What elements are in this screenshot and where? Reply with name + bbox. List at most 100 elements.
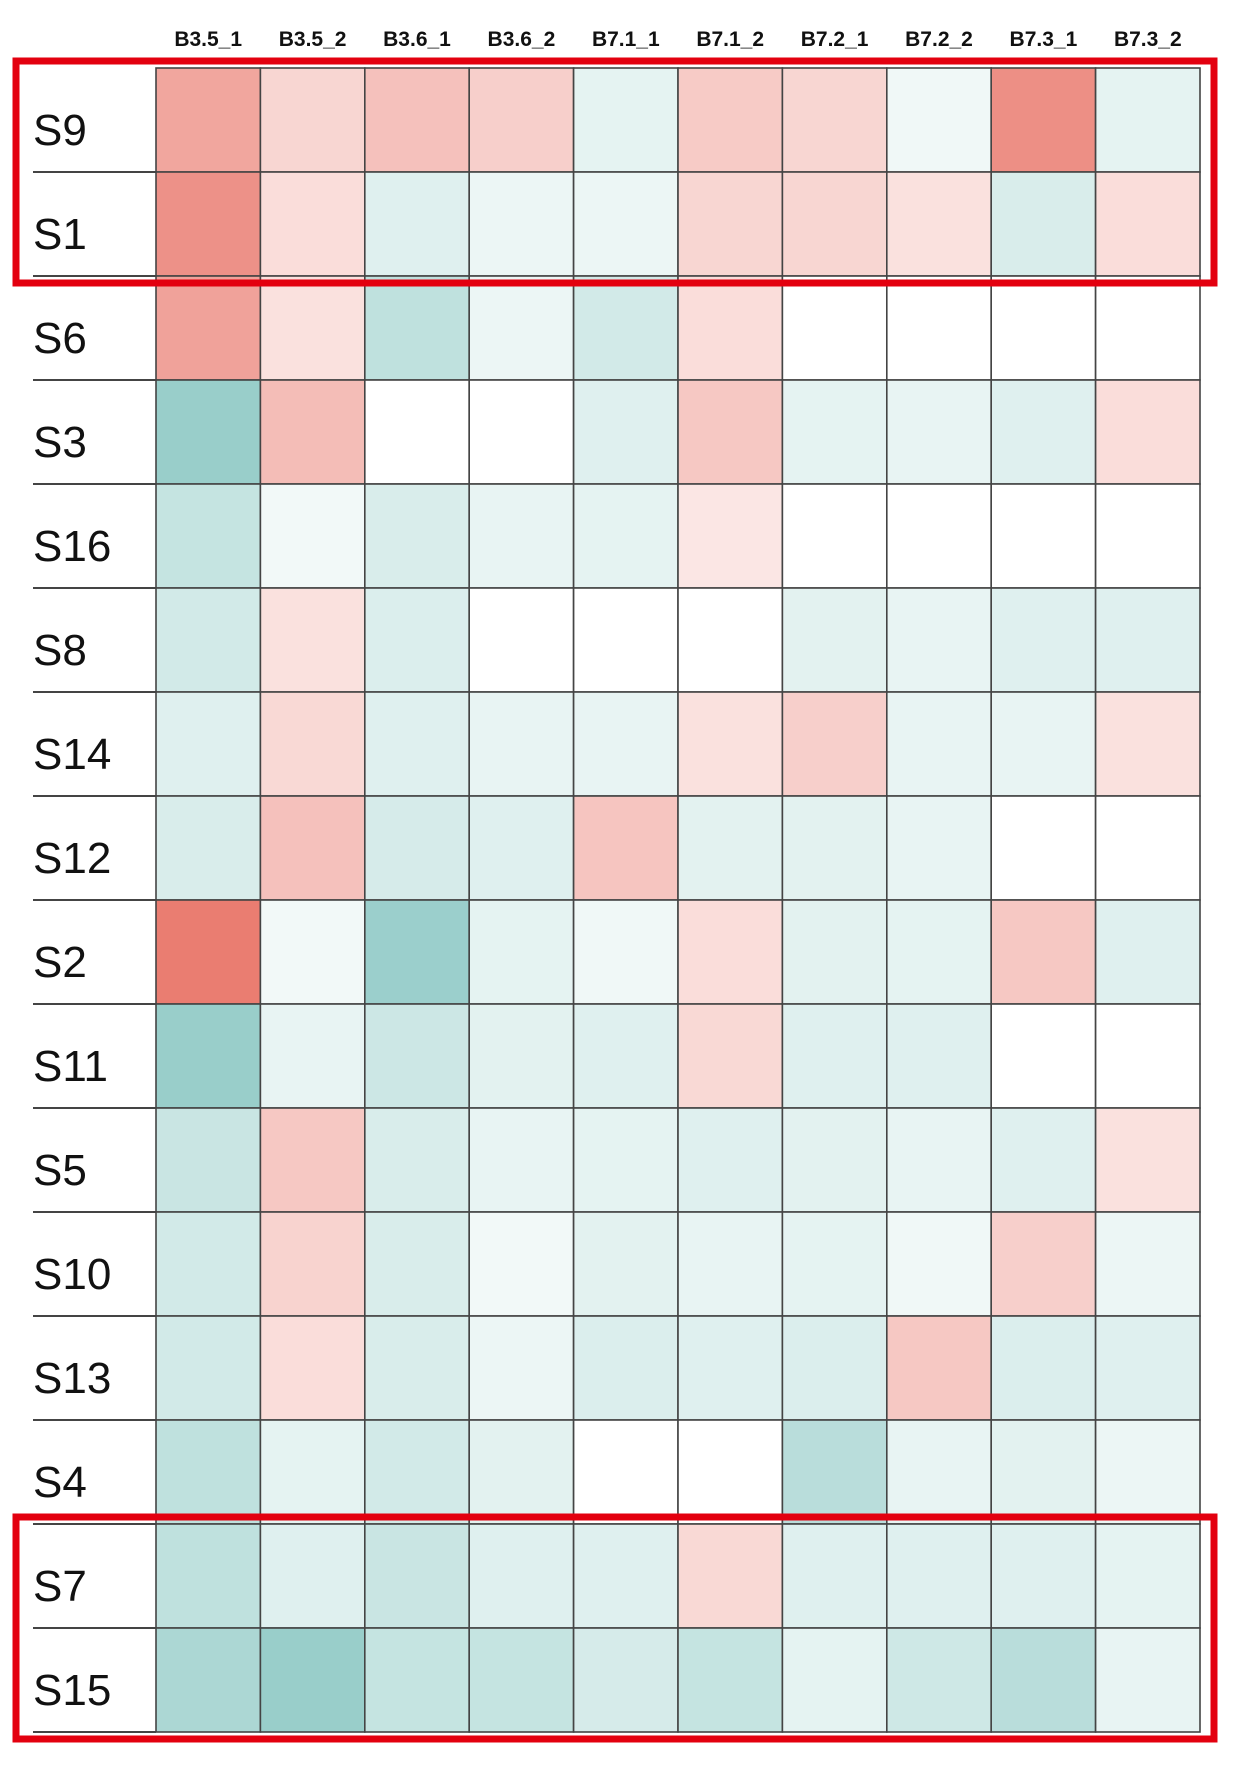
heatmap-cell [1094, 795, 1201, 901]
heatmap-cell [677, 1211, 784, 1317]
heatmap-cell [1094, 1419, 1201, 1525]
heatmap-cell [990, 899, 1097, 1005]
heatmap-cell [572, 1003, 679, 1109]
row-label: S9 [33, 106, 87, 155]
heatmap-cell [781, 795, 888, 901]
heatmap-cell [259, 795, 366, 901]
heatmap-cell [259, 67, 366, 173]
heatmap-cell [885, 1003, 992, 1109]
heatmap-cell [155, 587, 262, 693]
column-label: B3.5_2 [279, 28, 347, 51]
heatmap-cell [155, 1003, 262, 1109]
highlight-box [12, 1513, 1218, 1743]
heatmap-cell [885, 379, 992, 485]
heatmap-cell [468, 379, 575, 485]
heatmap-cell [781, 691, 888, 797]
heatmap-cell [155, 379, 262, 485]
heatmap-cell [468, 795, 575, 901]
heatmap-cell [1094, 171, 1201, 277]
heatmap-cell [990, 1627, 1097, 1733]
heatmap-cell [885, 691, 992, 797]
row-label: S7 [33, 1562, 87, 1611]
heatmap-cell [677, 275, 784, 381]
heatmap-cell [155, 275, 262, 381]
heatmap-cell [259, 1627, 366, 1733]
heatmap-cell [259, 691, 366, 797]
heatmap-cell [572, 691, 679, 797]
heatmap-cell [885, 1523, 992, 1629]
heatmap-cell [677, 67, 784, 173]
row-label: S12 [33, 834, 111, 883]
row-label: S6 [33, 314, 87, 363]
heatmap-cell [1094, 1627, 1201, 1733]
heatmap-cell [677, 899, 784, 1005]
heatmap-cell [781, 1003, 888, 1109]
heatmap-cell [155, 67, 262, 173]
heatmap-cell [468, 1419, 575, 1525]
heatmap-cell [677, 691, 784, 797]
heatmap-cell [990, 1211, 1097, 1317]
heatmap-cell [990, 587, 1097, 693]
heatmap-cell [885, 171, 992, 277]
heatmap-cell [781, 483, 888, 589]
heatmap-cell [259, 1003, 366, 1109]
column-label: B3.5_1 [174, 28, 242, 51]
heatmap-cell [781, 587, 888, 693]
heatmap-cell [781, 379, 888, 485]
heatmap-cell [468, 1107, 575, 1213]
heatmap-cell [572, 171, 679, 277]
heatmap-cell [677, 1419, 784, 1525]
heatmap-cell [155, 1107, 262, 1213]
heatmap-cell [572, 899, 679, 1005]
heatmap-cell [155, 795, 262, 901]
heatmap-cell [677, 1107, 784, 1213]
heatmap-cell [781, 1315, 888, 1421]
heatmap-cell [1094, 587, 1201, 693]
heatmap-cell [990, 171, 1097, 277]
heatmap-cell [363, 1003, 470, 1109]
heatmap-cell [155, 483, 262, 589]
heatmap-cell [572, 1627, 679, 1733]
heatmap-cell [677, 1627, 784, 1733]
heatmap-cell [572, 275, 679, 381]
row-label: S4 [33, 1458, 87, 1507]
heatmap-cell [259, 1315, 366, 1421]
heatmap-cell [572, 1419, 679, 1525]
heatmap-cell [1094, 1523, 1201, 1629]
heatmap-cell [781, 275, 888, 381]
heatmap-cell [885, 1315, 992, 1421]
column-label: B7.2_1 [801, 28, 869, 51]
heatmap-cell [468, 171, 575, 277]
heatmap-cell [1094, 691, 1201, 797]
heatmap-cell [259, 1419, 366, 1525]
row-label: S16 [33, 522, 111, 571]
heatmap-cell [781, 1107, 888, 1213]
heatmap-cell [677, 483, 784, 589]
heatmap-cell [885, 1419, 992, 1525]
heatmap-cell [572, 483, 679, 589]
heatmap-cell [1094, 899, 1201, 1005]
heatmap-cell [468, 1523, 575, 1629]
heatmap-cell [468, 275, 575, 381]
heatmap-cell [990, 275, 1097, 381]
column-label: B3.6_2 [488, 28, 556, 51]
column-label: B7.1_1 [592, 28, 660, 51]
heatmap-cell [677, 587, 784, 693]
heatmap-cell [990, 1003, 1097, 1109]
heatmap-cell [259, 171, 366, 277]
heatmap-cell [885, 67, 992, 173]
heatmap-cell [155, 1211, 262, 1317]
heatmap-cell [990, 1419, 1097, 1525]
heatmap-cell [259, 1211, 366, 1317]
heatmap-cell [572, 795, 679, 901]
heatmap-cell [363, 1107, 470, 1213]
heatmap-cell [781, 67, 888, 173]
heatmap-cell [468, 899, 575, 1005]
heatmap-cell [155, 899, 262, 1005]
heatmap-cell [572, 1523, 679, 1629]
column-label: B7.3_2 [1114, 28, 1182, 51]
heatmap-cell [1094, 1315, 1201, 1421]
heatmap-cell [885, 483, 992, 589]
heatmap-cell [781, 1627, 888, 1733]
